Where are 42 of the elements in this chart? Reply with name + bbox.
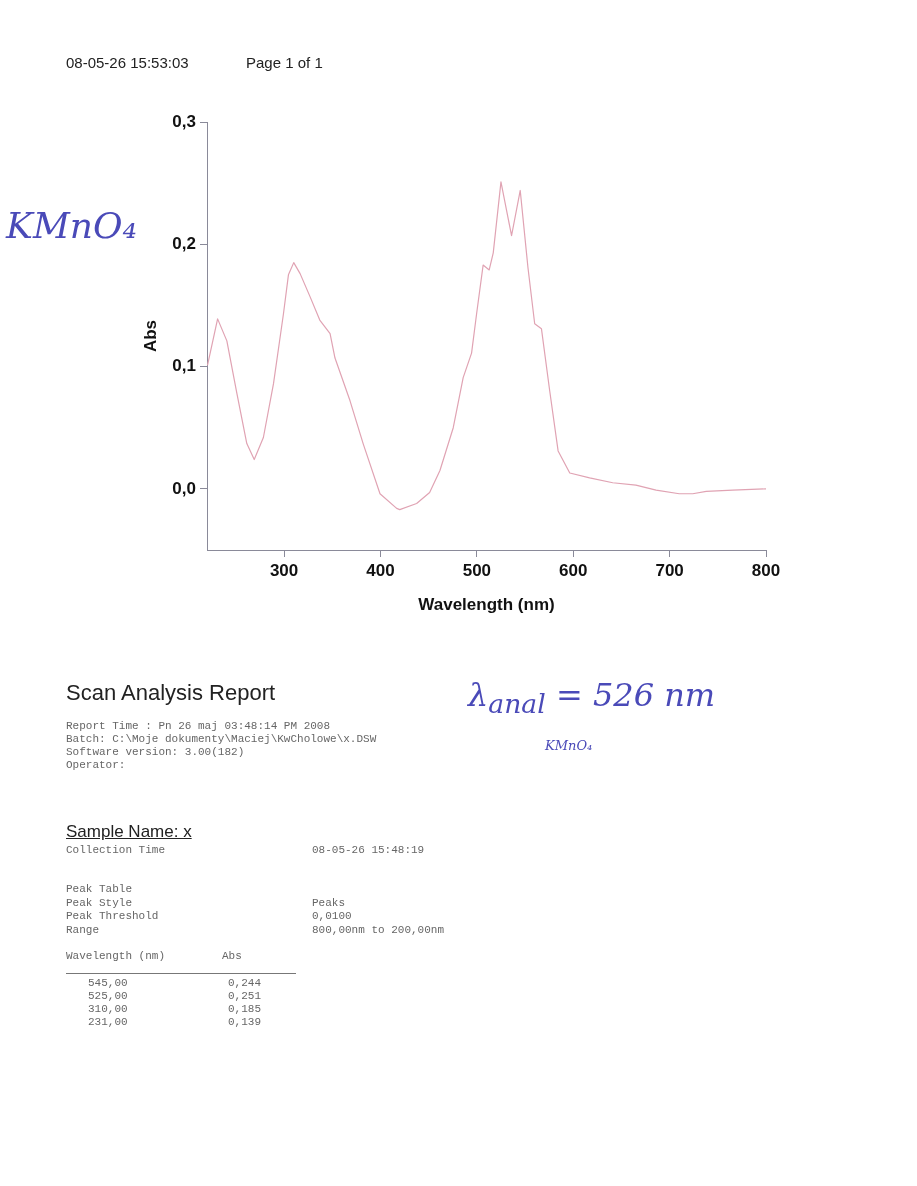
text: 0,185 xyxy=(228,1003,262,1015)
text: Batch: C:\Moje dokumenty\Maciej\KwCholowe\x.DSW xyxy=(66,733,377,745)
x-tick-label: 600 xyxy=(559,560,588,580)
text: Peaks xyxy=(312,897,346,909)
text: Operator: xyxy=(66,759,126,771)
text: Peak Style xyxy=(66,897,133,909)
text: Scan Analysis Report xyxy=(66,680,276,706)
text: 310,00 xyxy=(88,1003,128,1015)
text: 0,251 xyxy=(228,990,262,1002)
text: 0,244 xyxy=(228,977,262,989)
text: 800,00nm to 200,00nm xyxy=(312,924,445,936)
text: Peak Table xyxy=(66,883,133,895)
text: 525,00 xyxy=(88,990,128,1002)
text: 545,00 xyxy=(88,977,128,989)
y-tick-label: 0,0 xyxy=(172,478,196,498)
text: Collection Time xyxy=(66,844,166,856)
text: KMnO₄ xyxy=(6,205,137,246)
x-tick-label: 400 xyxy=(366,560,395,580)
text: Page 1 of 1 xyxy=(246,54,323,71)
text: Abs xyxy=(222,950,242,962)
y-tick-label: 0,1 xyxy=(172,356,196,376)
x-tick-label: 700 xyxy=(655,560,684,580)
text: 231,00 xyxy=(88,1016,128,1028)
text: Report Time : Pn 26 maj 03:48:14 PM 2008 xyxy=(66,720,331,732)
text: 08-05-26 15:48:19 xyxy=(312,844,425,856)
text: λ$_{anal}$ = 526 nm xyxy=(468,676,716,720)
text: Peak Threshold xyxy=(66,910,159,922)
text: KMnO₄ xyxy=(545,738,593,753)
text: Software version: 3.00(182) xyxy=(66,746,245,758)
text: 0,0100 xyxy=(312,910,352,922)
x-tick-label: 800 xyxy=(751,560,781,580)
y-axis-title: Abs xyxy=(140,319,160,353)
text: Wavelength (nm) xyxy=(66,950,166,962)
x-axis-title: Wavelength (nm) xyxy=(418,595,555,615)
text: Range xyxy=(66,924,100,936)
y-tick-label: 0,3 xyxy=(172,111,196,131)
text: 0,139 xyxy=(228,1016,262,1028)
y-tick-label: 0,2 xyxy=(172,233,196,253)
text: 08-05-26 15:53:03 xyxy=(66,54,189,71)
x-tick-label: 500 xyxy=(462,560,492,580)
text: Sample Name: x xyxy=(66,822,192,842)
x-tick-label: 300 xyxy=(269,560,299,580)
